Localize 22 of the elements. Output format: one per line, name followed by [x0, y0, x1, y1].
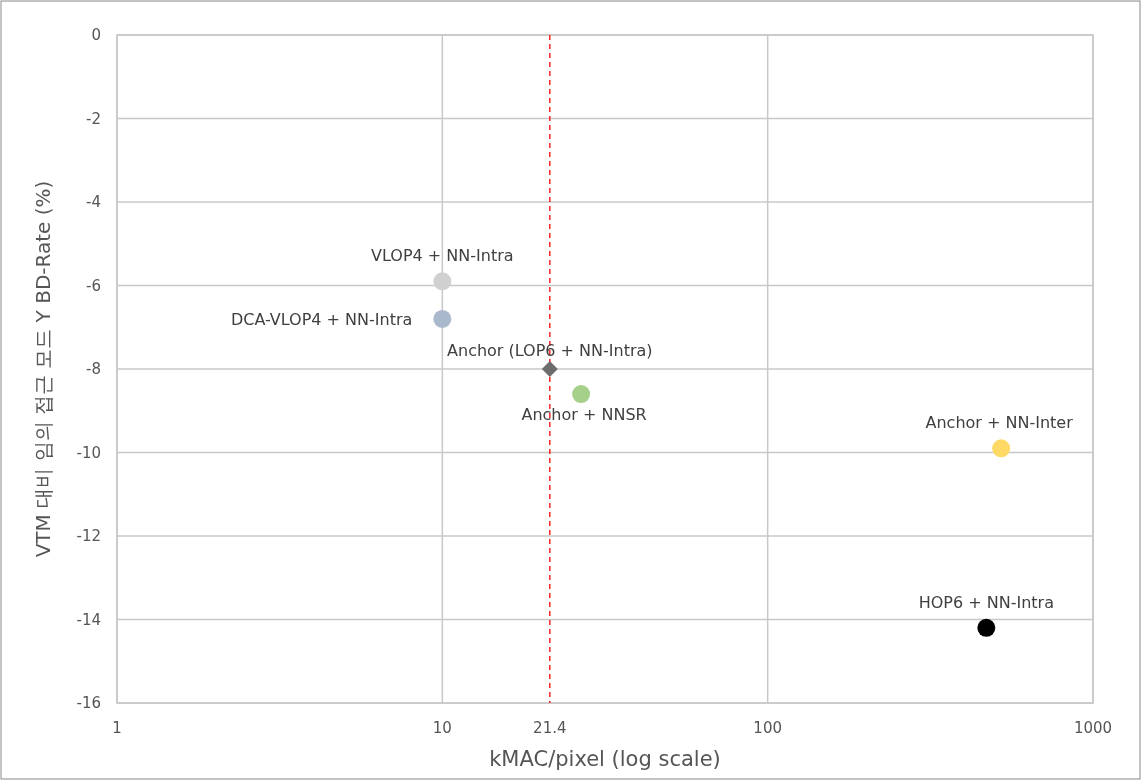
series-label: Anchor + NN-Inter	[925, 413, 1074, 433]
y-tick-label: -4	[86, 193, 101, 211]
y-tick-label: -2	[86, 109, 101, 128]
series-label: Anchor (LOP6 + NN-Intra)	[447, 341, 653, 360]
y-tick-label: -14	[76, 610, 101, 629]
x-tick-label: 10	[432, 719, 452, 737]
y-tick-label: 0	[91, 26, 101, 44]
x-tick-label: 1	[112, 719, 122, 737]
x-axis-title: kMAC/pixel (log scale)	[489, 747, 721, 771]
y-tick-label: -8	[86, 360, 101, 378]
y-tick-label: -16	[76, 694, 101, 712]
series-label: VLOP4 + NN-Intra	[371, 246, 514, 266]
x-tick-label: 1000	[1073, 719, 1113, 737]
series-label: Anchor + NNSR	[521, 405, 647, 425]
series-label: HOP6 + NN-Intra	[918, 592, 1054, 612]
series-label: DCA-VLOP4 + NN-Intra	[230, 309, 413, 329]
y-tick-label: -12	[76, 527, 101, 545]
y-axis-title: VTM 대비 임의 접근 모드 Y BD-Rate (%)	[31, 180, 55, 558]
y-tick-label: -10	[76, 443, 101, 462]
x-tick-label: 100	[753, 719, 782, 737]
y-tick-label: -6	[86, 276, 101, 295]
ref-line-label: 21.4	[533, 719, 567, 737]
